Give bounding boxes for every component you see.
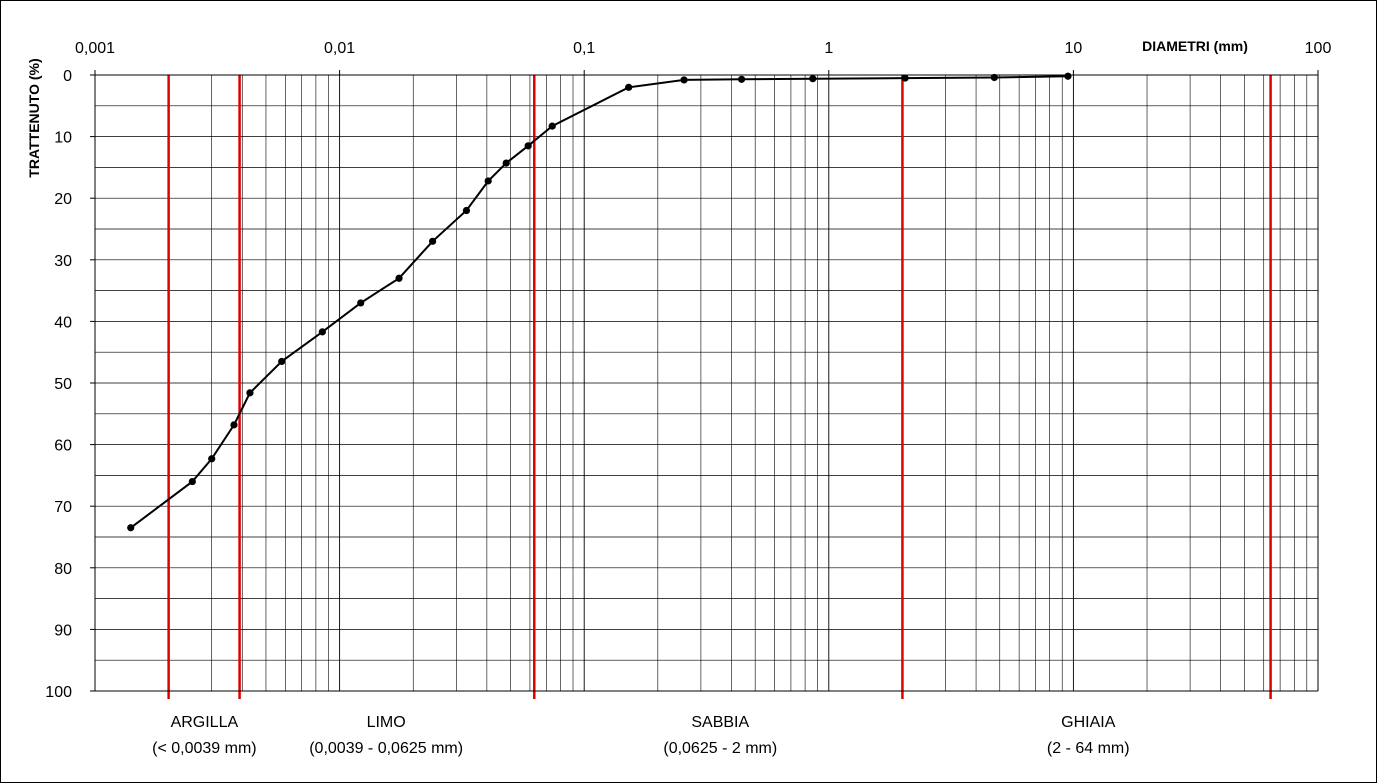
data-point [901,74,909,82]
x-tick-label: 100 [1305,40,1332,57]
class-name-label: LIMO [367,714,406,731]
y-tick-label: 90 [54,622,72,639]
data-point [230,421,238,429]
class-name-label: SABBIA [691,714,749,731]
data-point [524,142,532,150]
y-tick-label: 60 [54,438,72,455]
data-point [502,159,510,167]
class-name-label: GHIAIA [1061,714,1116,731]
data-point [990,73,998,82]
series-retained [127,72,1072,532]
data-point [680,76,688,84]
x-axis-title: DIAMETRI (mm) [1142,38,1248,54]
data-point [278,357,286,366]
data-point [318,328,326,336]
data-point [428,237,437,245]
y-axis-title: TRATTENUTO (%) [26,58,42,177]
data-point [246,389,254,397]
data-point [625,83,633,91]
x-tick-label: 1 [824,40,833,57]
data-point [462,206,471,215]
x-tick-labels: 0,001 0,01 0,1 1 10 100 [75,40,1331,75]
y-tick-label: 50 [54,376,72,393]
data-point [188,477,196,486]
data-point [208,455,216,463]
y-tick-label: 30 [54,253,72,270]
data-point [395,274,403,282]
x-tick-label: 10 [1065,40,1083,57]
y-tick-labels: 0 10 20 30 40 50 60 70 80 90 100 [45,68,95,701]
y-tick-label: 0 [63,68,72,85]
data-point [484,177,492,185]
class-range-label: (2 - 64 mm) [1047,740,1130,757]
y-tick-label: 80 [54,561,72,578]
class-boundaries [167,75,1272,699]
class-range-label: (0,0039 - 0,0625 mm) [309,740,463,757]
grid [94,74,1318,692]
y-tick-label: 10 [54,130,72,147]
y-tick-label: 100 [45,684,72,701]
y-tick-label: 20 [54,191,72,208]
data-point [127,524,135,532]
data-point [1064,72,1072,80]
x-tick-label: 0,1 [573,40,595,57]
y-tick-label: 70 [54,499,72,516]
class-range-label: (< 0,0039 mm) [152,740,256,757]
x-tick-label: 0,001 [75,40,115,57]
class-labels: ARGILLA (< 0,0039 mm) LIMO (0,0039 - 0,0625… [152,714,1129,757]
data-point [809,75,817,83]
y-tick-label: 40 [54,314,72,331]
data-point [357,299,365,307]
series-line [130,75,1069,529]
data-point [737,75,746,83]
data-point [548,122,556,130]
x-tick-label: 0,01 [324,40,355,57]
class-range-label: (0,0625 - 2 mm) [663,740,777,757]
class-name-label: ARGILLA [171,714,239,731]
